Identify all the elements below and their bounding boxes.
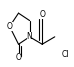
Text: O: O: [7, 22, 13, 31]
Text: Cl: Cl: [61, 50, 69, 59]
Text: O: O: [16, 53, 21, 62]
Text: N: N: [27, 32, 32, 41]
Text: O: O: [39, 10, 45, 19]
